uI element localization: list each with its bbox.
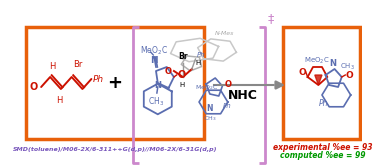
Text: H: H [50, 62, 56, 71]
Polygon shape [315, 75, 322, 85]
Text: O: O [29, 82, 37, 92]
Text: computed %ee = 99: computed %ee = 99 [280, 150, 366, 159]
Text: O: O [224, 79, 231, 89]
FancyBboxPatch shape [26, 27, 203, 139]
Text: N: N [206, 104, 213, 113]
FancyBboxPatch shape [284, 27, 359, 139]
Text: N: N [150, 56, 158, 65]
Text: MeO$_2$C: MeO$_2$C [140, 45, 168, 57]
Text: MeO$_2$C: MeO$_2$C [304, 56, 330, 66]
Text: CH$_3$: CH$_3$ [340, 62, 355, 72]
Text: Ph: Ph [222, 103, 231, 109]
Text: N: N [154, 80, 161, 90]
Text: O: O [298, 67, 306, 76]
Text: Br: Br [178, 52, 187, 61]
Text: SMD(toluene)/M06-2X/6-311++G(d,p)//M06-2X/6-31G(d,p): SMD(toluene)/M06-2X/6-311++G(d,p)//M06-2… [12, 146, 217, 151]
Text: CH$_3$: CH$_3$ [148, 95, 164, 108]
Text: CH$_3$: CH$_3$ [203, 114, 217, 123]
Text: O: O [345, 70, 353, 79]
Text: +: + [107, 74, 122, 92]
Text: experimental %ee = 93: experimental %ee = 93 [273, 142, 373, 151]
Text: N-Mes: N-Mes [214, 31, 234, 36]
Text: Ph: Ph [196, 52, 205, 58]
Text: Ph: Ph [319, 99, 328, 108]
Text: H: H [56, 96, 62, 105]
Text: O: O [164, 66, 171, 75]
Text: Ph: Ph [93, 74, 104, 84]
Text: ‡: ‡ [267, 12, 274, 25]
Text: H: H [195, 60, 201, 66]
Text: O: O [178, 70, 186, 80]
Text: Br: Br [73, 60, 83, 69]
Text: H: H [180, 82, 184, 88]
Text: MeO$_2$C: MeO$_2$C [195, 84, 218, 93]
Text: N: N [329, 59, 336, 68]
Text: NHC: NHC [228, 89, 258, 102]
